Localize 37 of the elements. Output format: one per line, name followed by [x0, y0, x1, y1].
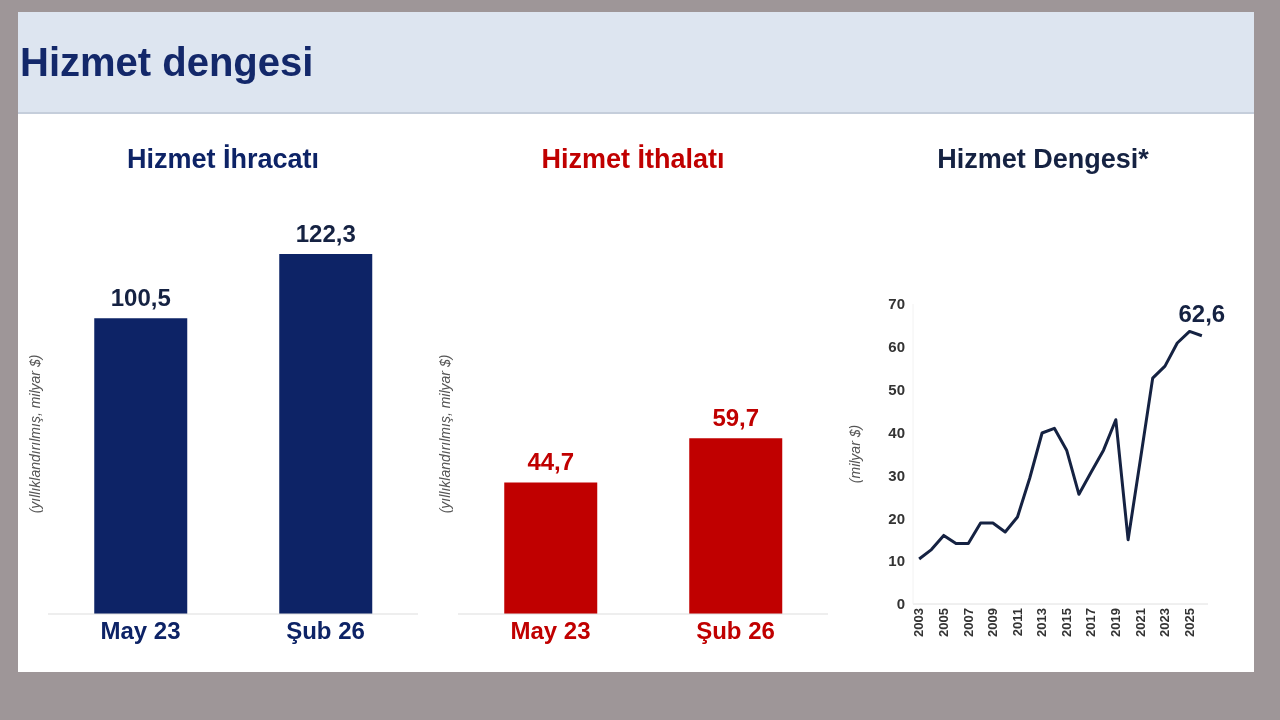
- y-tick-label: 70: [888, 295, 905, 313]
- x-tick-label: May 23: [510, 617, 591, 645]
- text: Hizmet dengesi: [19, 39, 314, 85]
- x-tick-label: 2009: [985, 608, 1001, 637]
- chart-title: Hizmet İhracatı: [125, 143, 321, 176]
- x-tick-label: 2019: [1108, 608, 1124, 637]
- x-tick-label: 2015: [1058, 608, 1074, 637]
- x-tick-label: May 23: [100, 617, 181, 645]
- y-tick-label: 20: [888, 509, 905, 527]
- x-tick-label: Şub 26: [286, 617, 365, 645]
- x-tick-label: 2023: [1157, 608, 1173, 637]
- chart-title: Hizmet İthalatı: [540, 143, 726, 176]
- data-label: 44,7: [527, 448, 575, 476]
- x-tick-label: 2021: [1132, 608, 1148, 637]
- data-label: 100,5: [110, 284, 171, 312]
- y-tick-label: 50: [888, 381, 905, 399]
- x-tick-label: 2003: [911, 608, 927, 637]
- line-series: [917, 329, 1204, 561]
- x-tick-label: 2025: [1181, 608, 1197, 637]
- y-axis-title: (yıllıklandırılmış, milyar $): [436, 354, 453, 514]
- y-tick-label: 60: [888, 338, 905, 356]
- y-axis-title: (milyar $): [846, 424, 863, 484]
- x-tick-label: 2007: [960, 608, 976, 637]
- y-axis-title: (yıllıklandırılmış, milyar $): [26, 354, 43, 514]
- annotation: 62,6: [1178, 299, 1226, 327]
- data-label: 122,3: [295, 220, 356, 247]
- x-tick-label: 2017: [1083, 608, 1099, 637]
- x-tick-label: 2011: [1009, 608, 1025, 637]
- y-tick-label: 10: [888, 552, 905, 570]
- y-tick-label: 30: [888, 466, 905, 484]
- x-tick-label: 2005: [935, 608, 951, 637]
- data-label: 59,7: [712, 404, 760, 432]
- chart-title: Hizmet Dengesi*: [936, 143, 1150, 176]
- x-tick-label: 2013: [1034, 608, 1050, 637]
- y-tick-label: 0: [896, 595, 905, 613]
- y-tick-label: 40: [888, 423, 905, 441]
- x-tick-label: Şub 26: [696, 617, 775, 645]
